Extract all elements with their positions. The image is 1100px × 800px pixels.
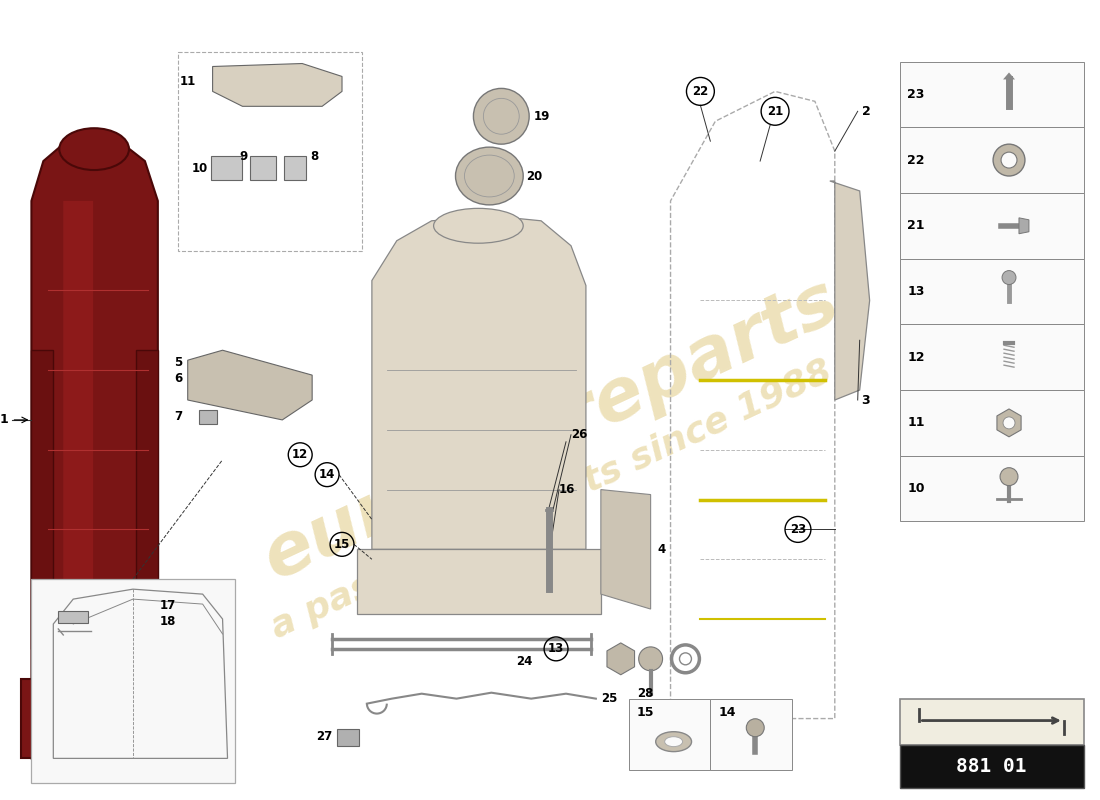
Text: 15: 15 <box>637 706 654 719</box>
Text: 28: 28 <box>638 687 653 700</box>
Text: 26: 26 <box>571 428 587 442</box>
Circle shape <box>1001 152 1018 168</box>
Bar <box>210 156 242 180</box>
Polygon shape <box>32 131 157 758</box>
Ellipse shape <box>59 128 129 170</box>
Text: 17: 17 <box>160 598 176 611</box>
Text: 22: 22 <box>908 154 925 166</box>
Text: 20: 20 <box>526 170 542 182</box>
Text: 10: 10 <box>908 482 925 495</box>
Text: 5: 5 <box>175 356 183 369</box>
Polygon shape <box>1003 73 1015 79</box>
Ellipse shape <box>455 147 524 205</box>
Bar <box>284 156 306 180</box>
Bar <box>199 410 217 424</box>
Text: 6: 6 <box>175 371 183 385</box>
Text: 14: 14 <box>319 468 336 481</box>
Bar <box>32 579 235 783</box>
Circle shape <box>1002 270 1016 285</box>
Bar <box>900 746 1084 788</box>
Polygon shape <box>1019 218 1028 234</box>
Text: 2: 2 <box>861 105 870 118</box>
Text: 12: 12 <box>293 448 308 462</box>
Text: a passion for parts since 1988: a passion for parts since 1988 <box>265 354 837 645</box>
Circle shape <box>1003 417 1015 429</box>
Text: 13: 13 <box>908 285 925 298</box>
Text: 10: 10 <box>191 162 208 174</box>
Bar <box>900 698 1084 746</box>
Circle shape <box>1000 468 1018 486</box>
Text: 9: 9 <box>239 150 248 162</box>
Bar <box>337 729 359 746</box>
Bar <box>900 324 1084 390</box>
Text: 11: 11 <box>908 416 925 430</box>
Text: 24: 24 <box>516 655 532 668</box>
Text: 11: 11 <box>179 75 196 88</box>
Text: 4: 4 <box>658 543 666 556</box>
Bar <box>900 193 1084 258</box>
Bar <box>178 51 362 250</box>
Circle shape <box>473 89 529 144</box>
Text: 12: 12 <box>908 350 925 364</box>
Text: 13: 13 <box>548 642 564 655</box>
Polygon shape <box>372 216 586 550</box>
Ellipse shape <box>656 732 692 752</box>
Polygon shape <box>136 350 157 649</box>
Ellipse shape <box>664 737 683 746</box>
Bar <box>629 698 711 770</box>
Polygon shape <box>64 201 94 698</box>
Text: 22: 22 <box>692 85 708 98</box>
Text: eurospareparts: eurospareparts <box>252 266 850 594</box>
Ellipse shape <box>433 208 524 243</box>
Polygon shape <box>22 678 165 758</box>
Text: 7: 7 <box>175 410 183 423</box>
Text: 881 01: 881 01 <box>956 758 1026 776</box>
Text: 14: 14 <box>718 706 736 719</box>
Text: 3: 3 <box>861 394 870 406</box>
Polygon shape <box>32 350 53 649</box>
Polygon shape <box>356 550 601 614</box>
Bar <box>900 258 1084 324</box>
Polygon shape <box>601 490 650 609</box>
Text: 15: 15 <box>333 538 350 551</box>
Text: 25: 25 <box>601 692 617 705</box>
Text: 23: 23 <box>790 523 806 536</box>
Polygon shape <box>188 350 312 420</box>
Polygon shape <box>212 63 342 106</box>
Bar <box>900 127 1084 193</box>
Circle shape <box>993 144 1025 176</box>
Text: 23: 23 <box>908 88 925 101</box>
Bar <box>711 698 792 770</box>
Text: 21: 21 <box>767 105 783 118</box>
Text: 8: 8 <box>310 150 318 162</box>
Bar <box>900 456 1084 522</box>
Text: 21: 21 <box>908 219 925 232</box>
Text: 16: 16 <box>559 483 575 496</box>
Text: 1: 1 <box>0 414 9 426</box>
Circle shape <box>746 718 764 737</box>
Text: 27: 27 <box>316 730 332 743</box>
Polygon shape <box>829 181 870 400</box>
Bar <box>251 156 276 180</box>
Bar <box>900 62 1084 127</box>
Circle shape <box>639 647 662 670</box>
Text: 19: 19 <box>535 110 550 122</box>
Bar <box>900 390 1084 456</box>
Text: 18: 18 <box>160 614 176 627</box>
Bar <box>58 611 88 623</box>
